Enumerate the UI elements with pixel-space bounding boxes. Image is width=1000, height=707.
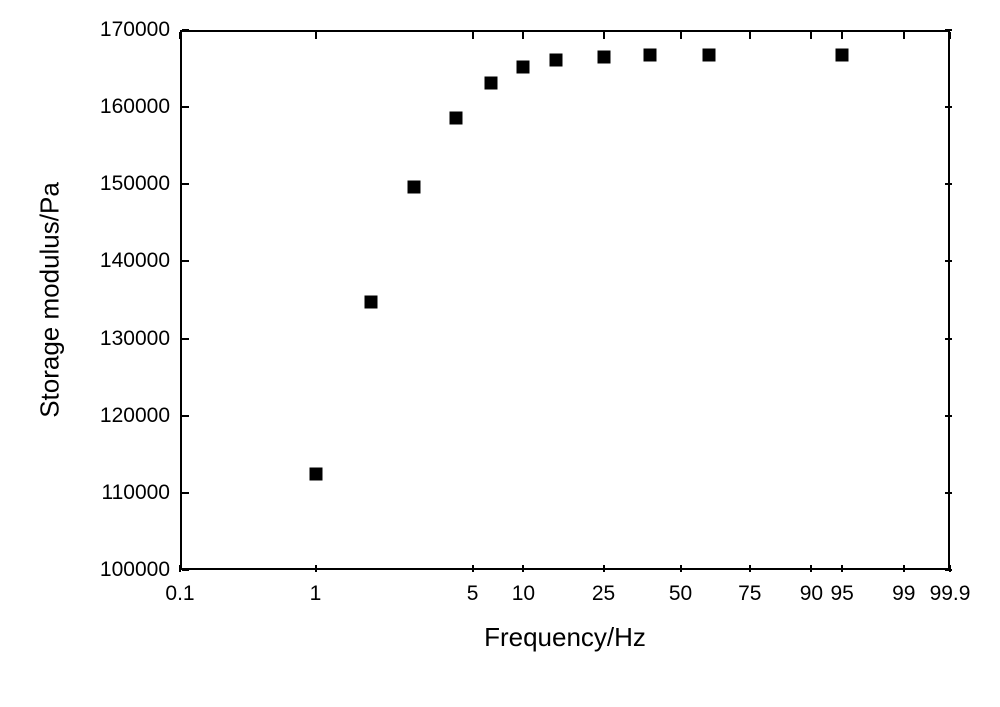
data-point [549, 54, 562, 67]
x-tick-label: 50 [669, 582, 692, 606]
x-tick [472, 565, 474, 572]
x-tick [749, 565, 751, 572]
data-point [485, 77, 498, 90]
y-axis-title: Storage modulus/Pa [35, 182, 66, 418]
x-tick-top [680, 32, 682, 39]
data-point [517, 61, 530, 74]
y-tick-label: 130000 [100, 327, 170, 351]
x-tick-top [315, 32, 317, 39]
x-tick-label: 0.1 [165, 582, 194, 606]
y-tick-right [945, 338, 952, 340]
x-tick [680, 565, 682, 572]
data-point [836, 48, 849, 61]
x-tick-top [179, 32, 181, 39]
data-point [644, 49, 657, 62]
y-tick [182, 569, 189, 571]
y-tick [182, 415, 189, 417]
data-point [702, 48, 715, 61]
x-tick [841, 565, 843, 572]
x-tick-label: 1 [310, 582, 322, 606]
y-tick [182, 492, 189, 494]
x-tick [903, 565, 905, 572]
y-tick-label: 160000 [100, 95, 170, 119]
y-tick-label: 100000 [100, 558, 170, 582]
x-tick-top [949, 32, 951, 39]
data-point [408, 180, 421, 193]
y-tick-right [945, 260, 952, 262]
x-tick-label: 10 [512, 582, 535, 606]
y-tick-right [945, 29, 952, 31]
y-tick-right [945, 106, 952, 108]
x-tick-label: 99 [892, 582, 915, 606]
y-tick [182, 29, 189, 31]
data-point [364, 295, 377, 308]
y-tick-right [945, 183, 952, 185]
x-tick [522, 565, 524, 572]
data-point [309, 467, 322, 480]
y-tick [182, 338, 189, 340]
x-tick-label: 90 [800, 582, 823, 606]
x-tick-top [472, 32, 474, 39]
x-tick-top [841, 32, 843, 39]
y-tick-label: 140000 [100, 249, 170, 273]
y-tick [182, 260, 189, 262]
x-tick [810, 565, 812, 572]
x-tick-top [810, 32, 812, 39]
y-tick [182, 106, 189, 108]
x-tick-top [903, 32, 905, 39]
x-tick [949, 565, 951, 572]
x-tick [315, 565, 317, 572]
y-tick-right [945, 492, 952, 494]
x-tick-label: 75 [738, 582, 761, 606]
y-tick-label: 120000 [100, 404, 170, 428]
data-point [449, 111, 462, 124]
x-tick-label: 99.9 [930, 582, 971, 606]
figure: 100000 110000 120000 130000 140000 150000 1600… [0, 0, 1000, 707]
x-tick-label: 95 [831, 582, 854, 606]
x-axis-title: Frequency/Hz [484, 622, 646, 653]
x-tick-top [522, 32, 524, 39]
y-tick-right [945, 415, 952, 417]
y-tick-label: 170000 [100, 18, 170, 42]
x-tick-label: 25 [592, 582, 615, 606]
y-tick-label: 110000 [101, 481, 170, 505]
x-tick-top [603, 32, 605, 39]
plot-area [180, 30, 950, 570]
y-tick [182, 183, 189, 185]
y-tick-label: 150000 [100, 172, 170, 196]
x-tick [179, 565, 181, 572]
data-point [597, 51, 610, 64]
x-tick-top [749, 32, 751, 39]
x-tick-label: 5 [467, 582, 479, 606]
x-tick [603, 565, 605, 572]
